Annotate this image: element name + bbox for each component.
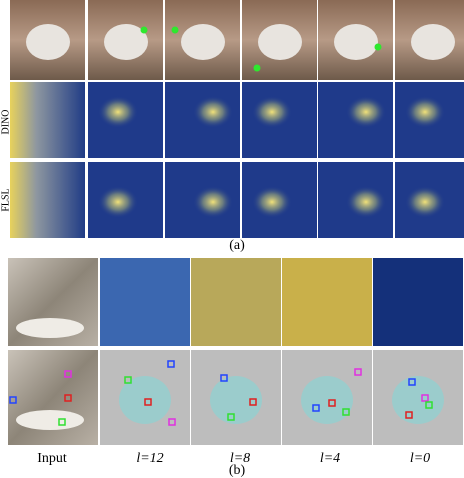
photo [8, 350, 98, 445]
heat-spot [405, 96, 445, 128]
heat-spot [346, 96, 386, 128]
query-point [172, 27, 179, 34]
dog [16, 318, 84, 338]
cluster [301, 376, 353, 424]
heatmap [282, 258, 372, 346]
heat-spot [252, 186, 292, 218]
dog [181, 24, 225, 60]
heat-spot [405, 186, 445, 218]
images [8, 0, 464, 445]
row-label: DINO [0, 110, 11, 135]
column-label: Input [37, 451, 67, 466]
column-label: l=0 [410, 451, 430, 466]
query-point [375, 44, 382, 51]
heat-spot [252, 96, 292, 128]
row-label: FLSL [0, 188, 11, 211]
heatmap [100, 258, 190, 346]
column-label: l=4 [320, 451, 340, 466]
heatmap [191, 258, 281, 346]
caption: (a) [229, 238, 245, 253]
heatmap [10, 82, 85, 158]
heatmap [373, 258, 463, 346]
dog [26, 24, 70, 60]
heatmap [10, 162, 85, 238]
query-point [141, 27, 148, 34]
heat-spot [193, 96, 233, 128]
dog [411, 24, 455, 60]
heat-spot [193, 186, 233, 218]
dog [334, 24, 378, 60]
cluster [210, 376, 262, 424]
query-point [254, 65, 261, 72]
heat-spot [346, 186, 386, 218]
column-label: l=12 [136, 451, 163, 466]
cluster [392, 376, 444, 424]
caption: (b) [229, 463, 246, 478]
figure: DINO FLSL (a) Input l=12 l=8 l=4 l=0 (b) [0, 0, 464, 478]
dog [258, 24, 302, 60]
heat-spot [98, 96, 138, 128]
dog [16, 410, 84, 430]
heat-spot [98, 186, 138, 218]
